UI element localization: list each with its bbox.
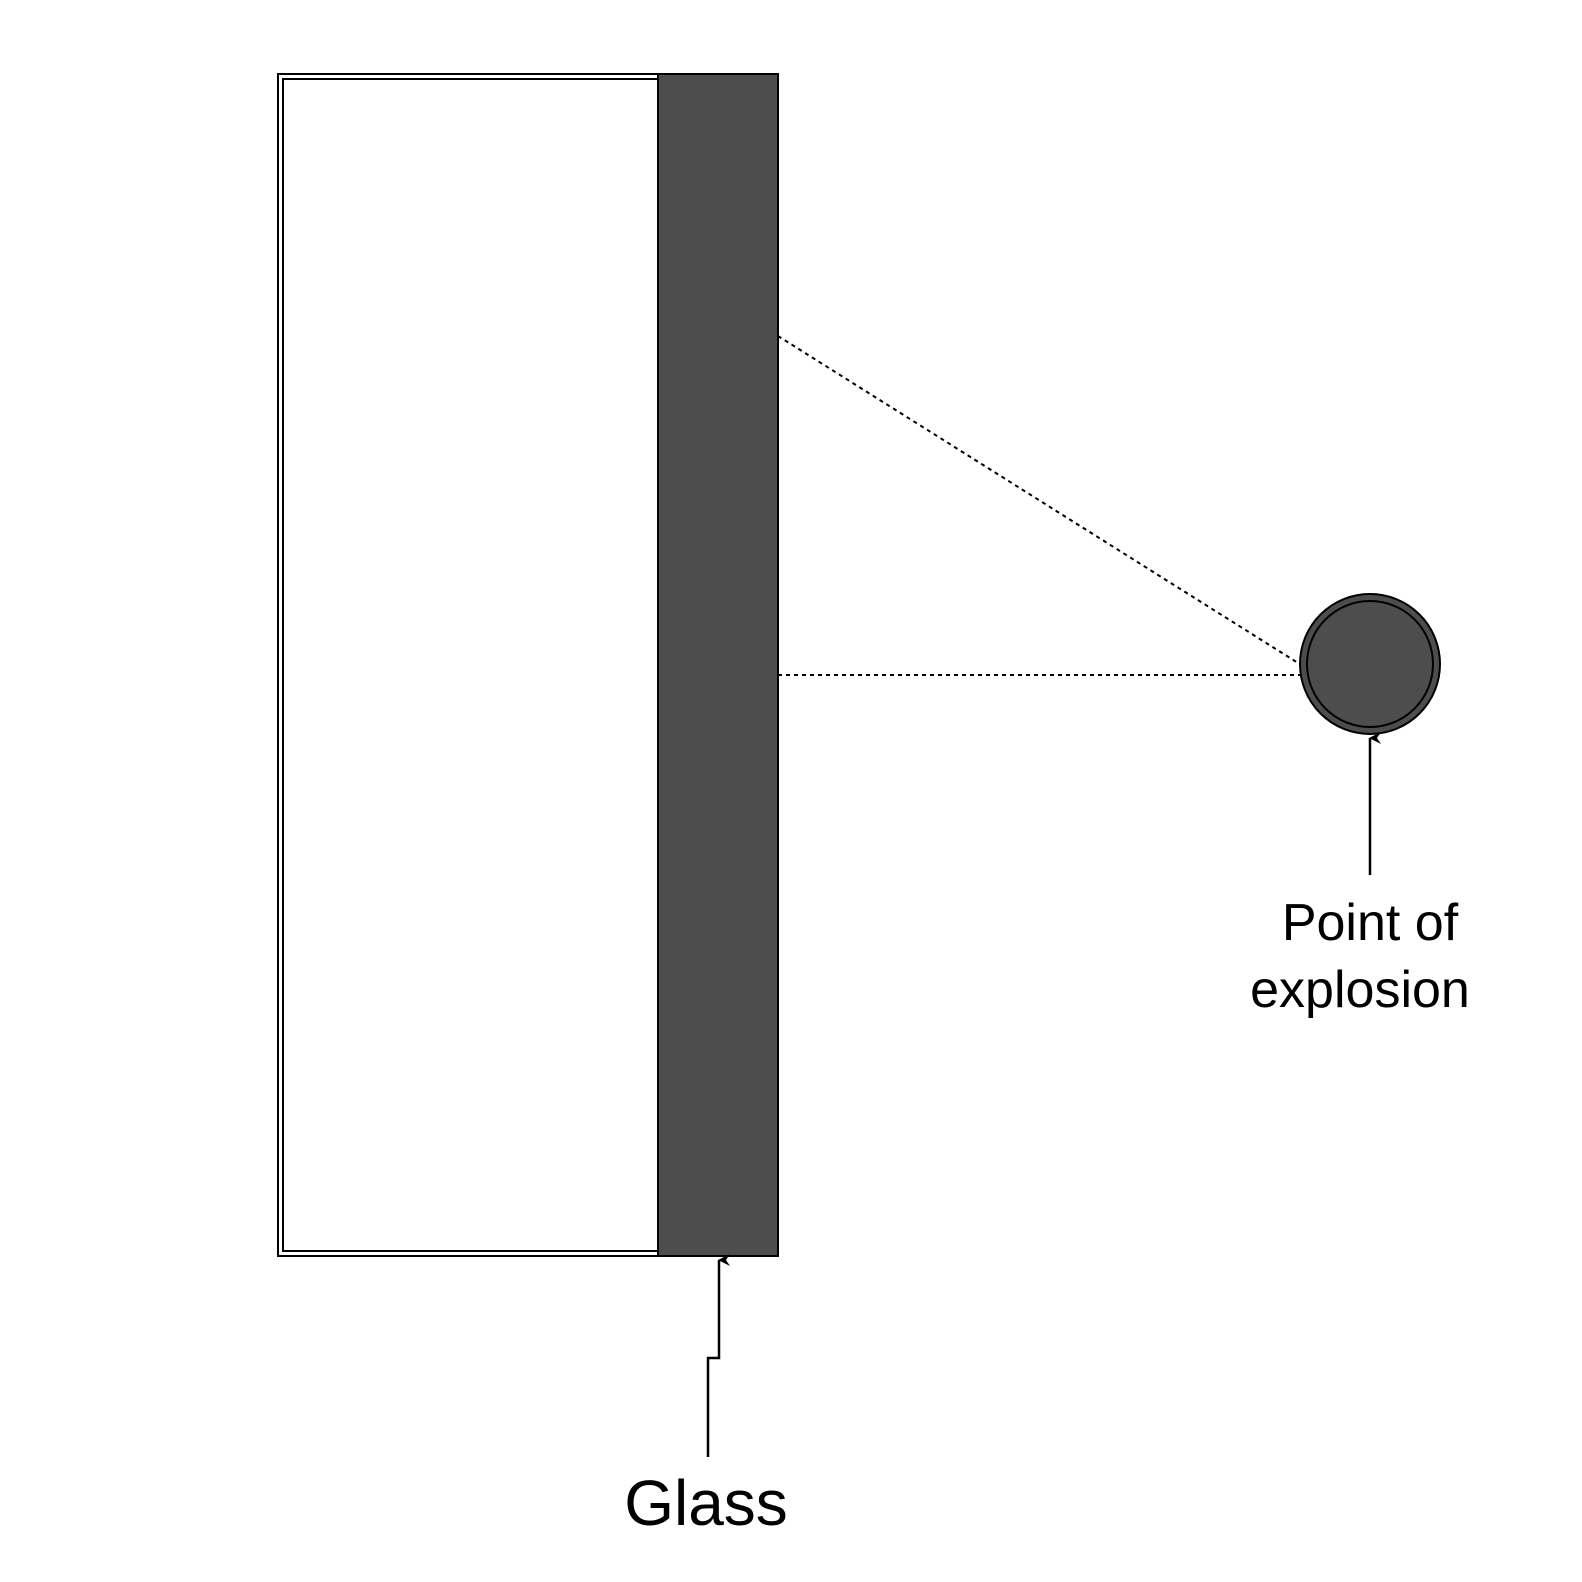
explosion-label-line2: explosion — [1250, 961, 1470, 1019]
glass-pane — [657, 73, 779, 1257]
blast-line-angled — [777, 335, 1307, 669]
glass-arrow — [706, 1254, 730, 1457]
explosion-circle-inner — [1306, 600, 1434, 728]
explosion-point-icon — [1299, 593, 1441, 735]
explosion-label-line1: Point of — [1282, 894, 1459, 952]
glass-label: Glass — [624, 1467, 788, 1539]
